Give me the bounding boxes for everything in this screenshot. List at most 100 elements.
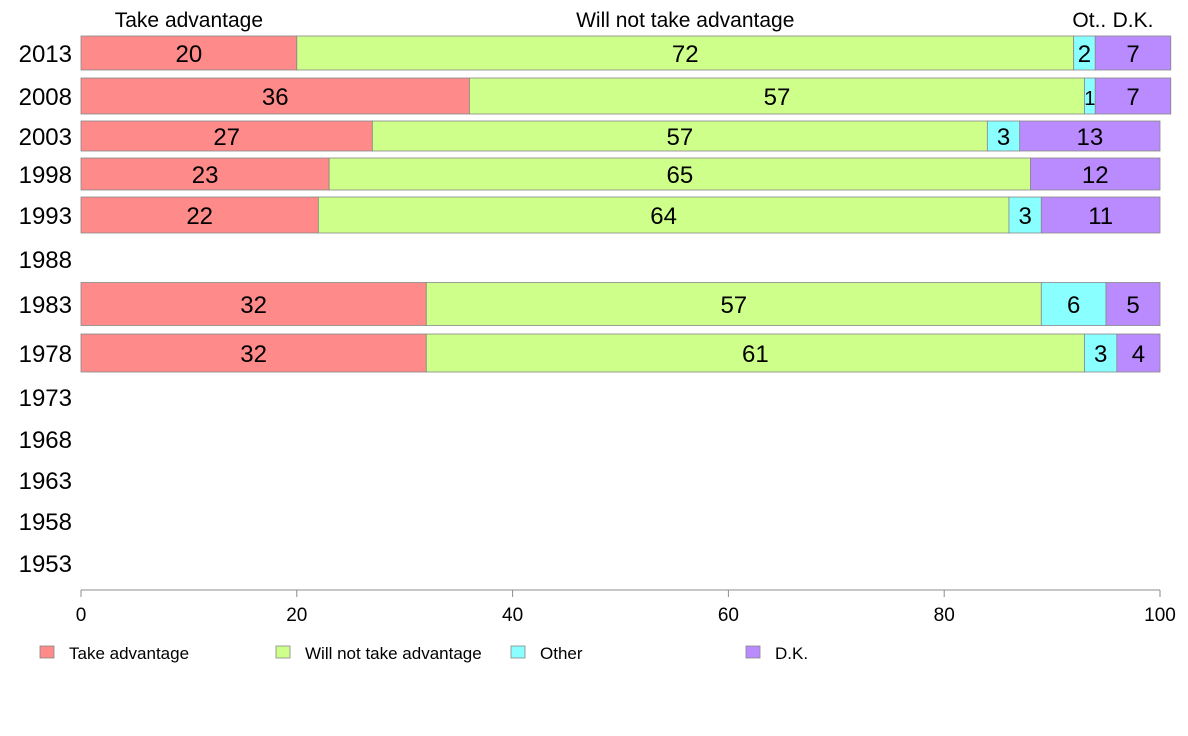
year-row-1983: 1983 32 57 6 5 xyxy=(19,282,1161,326)
bar-value-label: 11 xyxy=(1088,203,1113,230)
year-row-1973: 1973 xyxy=(19,385,72,412)
year-row-2003: 2003 27 57 3 13 xyxy=(19,120,1161,152)
year-row-1988: 1988 xyxy=(19,247,72,274)
bar-segment xyxy=(371,120,988,152)
bar-value-label: 6 xyxy=(1067,292,1080,319)
year-label: 1968 xyxy=(19,427,72,454)
bar-value-label: 57 xyxy=(764,84,791,111)
year-row-1993: 1993 22 64 3 11 xyxy=(19,196,1161,234)
bar-segment xyxy=(80,282,427,326)
bar-value-label: 3 xyxy=(1018,203,1031,230)
legend-swatch xyxy=(745,645,761,659)
bar-segment xyxy=(80,120,373,152)
bar-segment xyxy=(1094,35,1172,71)
bar-segment xyxy=(328,157,1031,191)
legend-item: Will not take advantage xyxy=(275,644,482,663)
bar-segment xyxy=(1040,196,1161,234)
bar-value-label: 20 xyxy=(176,41,203,68)
year-label: 2003 xyxy=(19,124,72,151)
bar-value-label: 2 xyxy=(1078,41,1091,68)
bar-segment xyxy=(1030,157,1161,191)
year-label: 1998 xyxy=(19,162,72,189)
bar-value-label: 72 xyxy=(672,41,699,68)
x-tick-label: 0 xyxy=(76,605,87,626)
year-row-1953: 1953 xyxy=(19,551,72,578)
bar-segment xyxy=(317,196,1010,234)
year-label: 1963 xyxy=(19,468,72,495)
x-tick-label: 40 xyxy=(502,605,523,626)
legend-swatch xyxy=(275,645,291,659)
legend-item: Other xyxy=(510,644,583,663)
bar-segment xyxy=(425,282,1042,326)
year-label: 1993 xyxy=(19,203,72,230)
bar-value-label: 3 xyxy=(1094,341,1107,368)
year-row-1998: 1998 23 65 12 xyxy=(19,157,1161,191)
year-row-2008: 2008 36 57 1 7 xyxy=(19,77,1172,115)
segment-header: Will not take advantage xyxy=(576,9,794,32)
legend-label: Will not take advantage xyxy=(305,644,482,663)
bar-segment xyxy=(296,35,1075,71)
legend-label: Other xyxy=(540,644,583,663)
segment-header: D.K. xyxy=(1113,9,1154,32)
year-label: 2013 xyxy=(19,41,72,68)
year-row-2013: 2013 20 72 2 7 xyxy=(19,35,1172,71)
year-row-1958: 1958 xyxy=(19,509,72,536)
legend-swatch xyxy=(510,645,526,659)
year-row-1968: 1968 xyxy=(19,427,72,454)
bar-value-label: 57 xyxy=(720,292,747,319)
year-label: 1958 xyxy=(19,509,72,536)
segment-header: Ot.. xyxy=(1072,9,1106,32)
bar-segment xyxy=(80,157,330,191)
year-label: 1953 xyxy=(19,551,72,578)
bar-segment xyxy=(80,77,470,115)
bar-value-label: 22 xyxy=(186,203,213,230)
bar-segment xyxy=(80,196,319,234)
bar-value-label: 23 xyxy=(192,162,219,189)
bar-value-label: 12 xyxy=(1082,162,1109,189)
bar-value-label: 32 xyxy=(240,341,267,368)
bar-value-label: 7 xyxy=(1126,41,1139,68)
bar-value-label: 32 xyxy=(240,292,267,319)
bar-segment xyxy=(1040,282,1107,326)
bar-segment xyxy=(80,333,427,373)
legend-item: D.K. xyxy=(745,644,808,663)
bar-value-label: 65 xyxy=(666,162,693,189)
x-tick-label: 100 xyxy=(1144,605,1176,626)
legend-label: D.K. xyxy=(775,644,808,663)
legend-label: Take advantage xyxy=(69,644,189,663)
segment-header: Take advantage xyxy=(115,9,263,32)
bar-segment xyxy=(469,77,1085,115)
bar-value-label: 4 xyxy=(1132,341,1145,368)
legend-item: Take advantage xyxy=(39,644,189,663)
bar-value-label: 61 xyxy=(742,341,769,368)
x-tick-label: 60 xyxy=(718,605,739,626)
bar-value-label: 57 xyxy=(666,124,693,151)
legend-swatch xyxy=(39,645,55,659)
x-tick-label: 20 xyxy=(286,605,307,626)
year-label: 1983 xyxy=(19,292,72,319)
year-row-1963: 1963 xyxy=(19,468,72,495)
bar-value-label: 13 xyxy=(1077,124,1104,151)
year-row-1978: 1978 32 61 3 4 xyxy=(19,333,1161,373)
segment-header-labels: Take advantage Will not take advantage Ot.… xyxy=(115,9,1154,32)
bar-segment xyxy=(1008,196,1042,234)
year-label: 1973 xyxy=(19,385,72,412)
bar-value-label: 1 xyxy=(1084,88,1095,110)
bar-value-label: 36 xyxy=(262,84,289,111)
bar-value-label: 3 xyxy=(997,124,1010,151)
year-label: 1978 xyxy=(19,341,72,368)
bar-value-label: 5 xyxy=(1126,292,1139,319)
bar-value-label: 7 xyxy=(1126,84,1139,111)
bar-segment xyxy=(1019,120,1161,152)
bar-segment xyxy=(425,333,1085,373)
bar-value-label: 27 xyxy=(213,124,240,151)
year-label: 1988 xyxy=(19,247,72,274)
bar-segment xyxy=(80,35,298,71)
bar-segment xyxy=(1084,333,1118,373)
bar-segment xyxy=(1116,333,1161,373)
year-label: 2008 xyxy=(19,84,72,111)
bar-value-label: 64 xyxy=(650,203,677,230)
bar-segment xyxy=(1105,282,1161,326)
